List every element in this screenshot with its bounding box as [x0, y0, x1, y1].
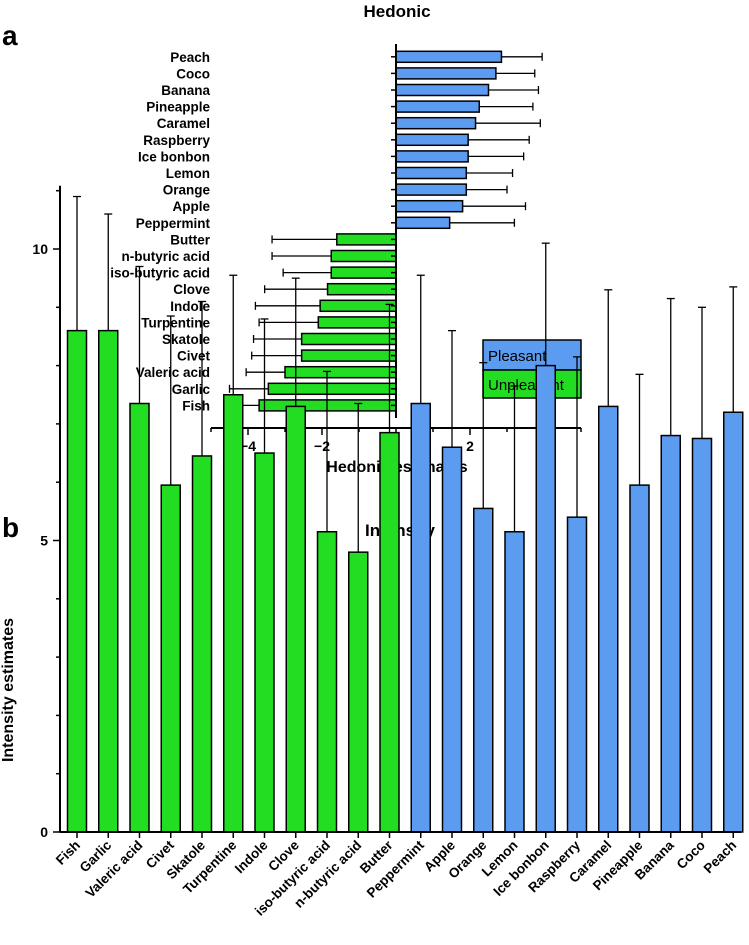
category-label-butter: Butter: [170, 232, 210, 247]
category-label-clove: Clove: [173, 282, 210, 297]
category-label-ice-bonbon: Ice bonbon: [138, 149, 210, 164]
y-tick-label-5: 5: [40, 533, 48, 549]
category-label-apple: Apple: [172, 199, 210, 214]
category-label-pineapple: Pineapple: [146, 100, 210, 115]
category-label-peach: Peach: [170, 50, 210, 65]
bar-butter: [336, 233, 397, 246]
category-label-orange: Orange: [163, 183, 211, 198]
category-label-coco: Coco: [176, 66, 210, 81]
bar-valeric-acid: [284, 365, 397, 379]
bar-raspberry: [395, 133, 469, 147]
category-label-raspberry: Raspberry: [143, 133, 210, 148]
category-label-turpentine: Turpentine: [141, 315, 210, 330]
bar-skatole: [300, 332, 397, 346]
category-label-peppermint: Peppermint: [136, 216, 211, 231]
category-label-caramel: Caramel: [157, 116, 210, 131]
category-label-skatole: Skatole: [162, 332, 211, 347]
bar-pineapple: [395, 100, 480, 113]
category-label-indole: Indole: [232, 837, 271, 876]
bar-garlic: [98, 329, 119, 833]
category-label-iso-butyric-acid: iso-butyric acid: [110, 266, 210, 281]
bar-caramel: [395, 116, 477, 130]
x-tick-label-2: 2: [466, 438, 474, 454]
y-tick-label-0: 0: [40, 824, 48, 840]
bar-butter: [379, 431, 400, 833]
category-label-civet: Civet: [177, 349, 211, 364]
bar-clove: [326, 282, 397, 296]
bar-n-butyric-acid: [330, 249, 397, 263]
bar-orange: [395, 183, 468, 196]
category-label-n-butyric-acid: n-butyric acid: [121, 249, 210, 264]
intensity-y-axis-title: Intensity estimates: [0, 618, 17, 762]
x-tick-label-neg2: −2: [314, 438, 330, 454]
bar-lemon: [395, 166, 468, 180]
bar-coco: [395, 67, 497, 80]
bar-banana: [660, 434, 681, 833]
bar-civet: [300, 349, 397, 362]
category-label-banana: Banana: [161, 83, 210, 98]
x-tick-label-neg4: −4: [240, 438, 256, 454]
bar-indole: [254, 452, 275, 833]
category-label-fish: Fish: [182, 398, 210, 413]
hedonic-chart-title: Hedonic: [363, 2, 430, 21]
bar-ice-bonbon: [535, 364, 556, 833]
legend-swatch-pleasant: [482, 339, 582, 371]
bar-lemon: [504, 531, 525, 833]
bar-peppermint: [395, 216, 451, 230]
bar-caramel: [598, 405, 619, 833]
bar-skatole: [191, 455, 213, 833]
bar-peach: [395, 50, 503, 64]
bar-apple: [441, 446, 463, 833]
bar-orange: [473, 507, 494, 833]
legend-label-pleasant: Pleasant: [488, 348, 547, 365]
hedonic-legend: Pleasant Unpleasant: [482, 339, 582, 399]
y-tick-label-10: 10: [32, 241, 48, 257]
bar-fish: [66, 329, 88, 833]
bar-pineapple: [629, 484, 650, 833]
bar-peppermint: [410, 402, 431, 833]
panel-a-letter: a: [2, 20, 18, 51]
bar-peach: [723, 411, 744, 833]
bar-banana: [395, 83, 490, 97]
bar-ice-bonbon: [395, 150, 469, 163]
category-label-indole: Indole: [170, 299, 210, 314]
category-label-lemon: Lemon: [166, 166, 210, 181]
bar-garlic: [267, 382, 397, 396]
bar-clove: [285, 405, 306, 833]
bar-iso-butyric-acid: [316, 531, 338, 833]
bar-civet: [160, 484, 181, 833]
bar-raspberry: [566, 516, 588, 833]
category-label-valeric-acid: Valeric acid: [136, 365, 210, 380]
bar-iso-butyric-acid: [330, 266, 397, 279]
panel-b-letter: b: [2, 512, 19, 543]
category-label-peach: Peach: [701, 838, 740, 877]
bar-turpentine: [223, 394, 244, 833]
bar-coco: [691, 437, 713, 833]
bar-apple: [395, 199, 464, 213]
bar-indole: [319, 299, 397, 313]
bar-turpentine: [317, 316, 397, 329]
bar-valeric-acid: [129, 402, 150, 833]
bar-n-butyric-acid: [348, 551, 369, 833]
category-label-garlic: Garlic: [172, 382, 211, 397]
